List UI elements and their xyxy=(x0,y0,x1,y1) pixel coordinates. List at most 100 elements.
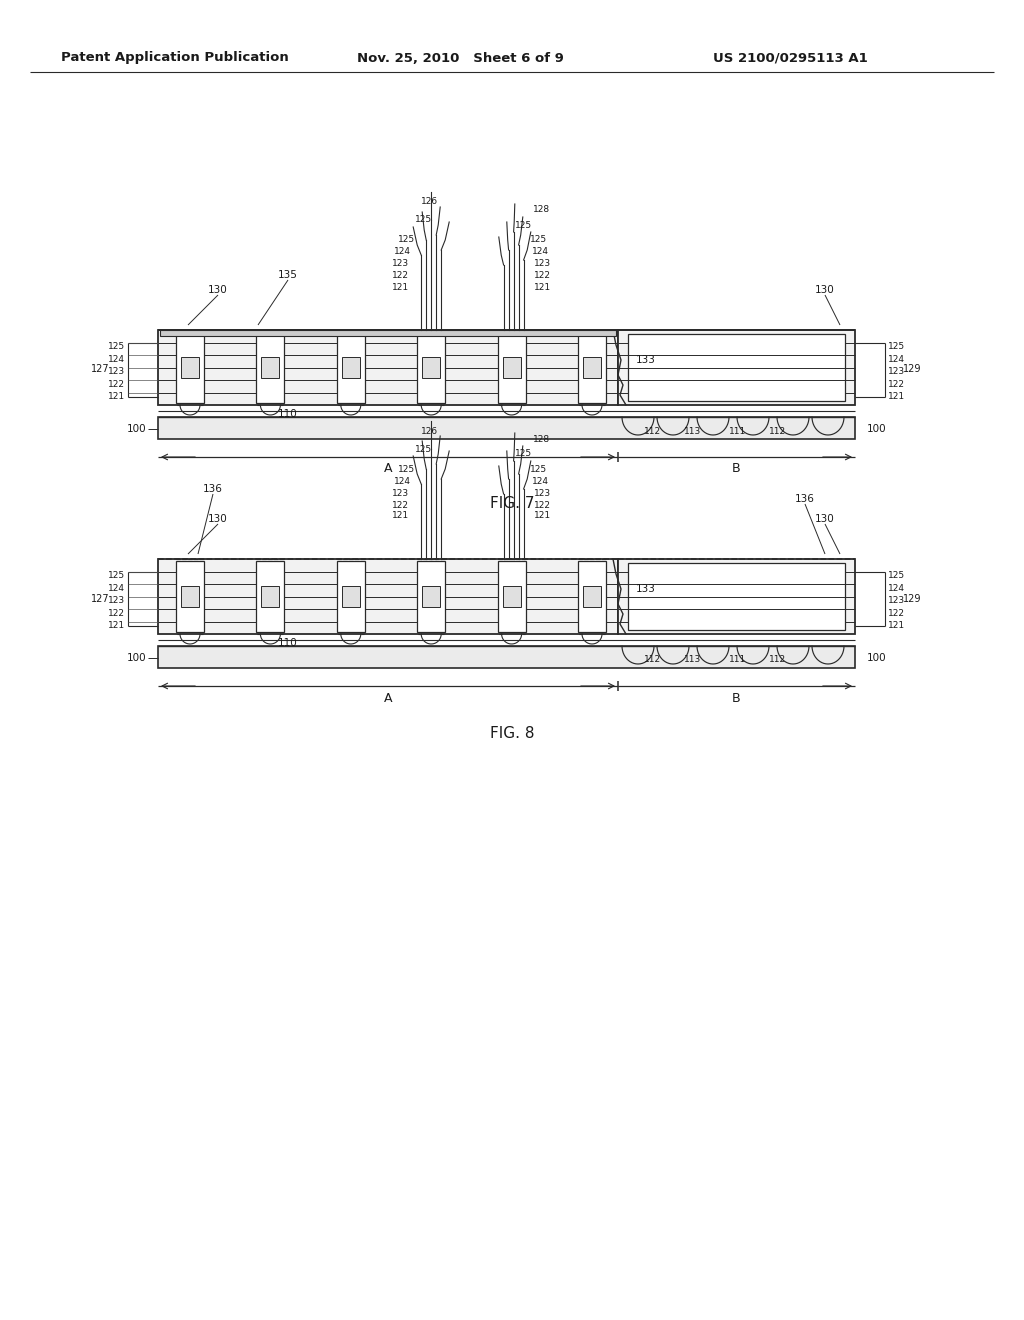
FancyBboxPatch shape xyxy=(628,334,845,401)
Text: 124: 124 xyxy=(888,583,905,593)
Text: 125: 125 xyxy=(515,220,532,230)
Text: 100: 100 xyxy=(867,424,887,434)
Text: 111: 111 xyxy=(729,426,746,436)
FancyBboxPatch shape xyxy=(261,586,280,607)
Text: 121: 121 xyxy=(534,282,551,292)
FancyBboxPatch shape xyxy=(618,330,855,405)
Text: 113: 113 xyxy=(684,426,701,436)
Text: 122: 122 xyxy=(108,380,125,389)
Text: 122: 122 xyxy=(534,272,551,281)
Text: FIG. 8: FIG. 8 xyxy=(489,726,535,741)
FancyBboxPatch shape xyxy=(422,586,440,607)
Text: 136: 136 xyxy=(795,494,815,504)
Text: 136: 136 xyxy=(203,484,223,494)
Text: 122: 122 xyxy=(534,500,551,510)
Text: 100: 100 xyxy=(867,653,887,663)
Text: 123: 123 xyxy=(108,367,125,376)
Text: 124: 124 xyxy=(394,248,412,256)
Text: 123: 123 xyxy=(888,367,905,376)
Text: 130: 130 xyxy=(815,285,835,294)
Text: 129: 129 xyxy=(903,594,922,603)
Text: 121: 121 xyxy=(888,392,905,401)
Text: 125: 125 xyxy=(398,235,415,244)
Text: 121: 121 xyxy=(108,392,125,401)
Text: 127: 127 xyxy=(91,364,110,375)
Text: Nov. 25, 2010   Sheet 6 of 9: Nov. 25, 2010 Sheet 6 of 9 xyxy=(356,51,563,65)
Text: 126: 126 xyxy=(421,198,438,206)
Text: 112: 112 xyxy=(644,426,662,436)
FancyBboxPatch shape xyxy=(256,561,285,632)
FancyBboxPatch shape xyxy=(422,356,440,378)
FancyBboxPatch shape xyxy=(342,356,359,378)
FancyBboxPatch shape xyxy=(503,356,520,378)
Text: 124: 124 xyxy=(108,583,125,593)
FancyBboxPatch shape xyxy=(583,356,601,378)
Text: 125: 125 xyxy=(108,342,125,351)
Text: 111: 111 xyxy=(729,656,746,664)
Text: 122: 122 xyxy=(392,272,410,281)
Text: US 2100/0295113 A1: US 2100/0295113 A1 xyxy=(713,51,867,65)
FancyBboxPatch shape xyxy=(503,586,520,607)
Text: 122: 122 xyxy=(108,609,125,618)
FancyBboxPatch shape xyxy=(160,330,616,337)
Text: 135: 135 xyxy=(279,271,298,280)
FancyBboxPatch shape xyxy=(181,586,199,607)
Text: B: B xyxy=(732,462,740,475)
Text: A: A xyxy=(384,462,392,475)
Text: 125: 125 xyxy=(398,465,415,474)
FancyBboxPatch shape xyxy=(417,333,445,403)
Text: A: A xyxy=(384,692,392,705)
FancyBboxPatch shape xyxy=(498,333,525,403)
FancyBboxPatch shape xyxy=(618,558,855,634)
FancyBboxPatch shape xyxy=(583,586,601,607)
Text: 112: 112 xyxy=(769,426,786,436)
Text: 121: 121 xyxy=(392,511,410,520)
Text: 123: 123 xyxy=(392,260,410,268)
FancyBboxPatch shape xyxy=(176,333,204,403)
Text: 112: 112 xyxy=(769,656,786,664)
FancyBboxPatch shape xyxy=(578,333,606,403)
Text: 112: 112 xyxy=(644,656,662,664)
FancyBboxPatch shape xyxy=(158,558,618,634)
Text: 128: 128 xyxy=(534,434,550,444)
Text: 123: 123 xyxy=(534,260,551,268)
FancyBboxPatch shape xyxy=(158,330,618,405)
Text: 124: 124 xyxy=(531,477,549,486)
Text: 128: 128 xyxy=(534,206,550,214)
Text: 125: 125 xyxy=(108,572,125,581)
Text: 133: 133 xyxy=(636,583,656,594)
Text: 130: 130 xyxy=(815,513,835,524)
Text: 129: 129 xyxy=(903,364,922,375)
FancyBboxPatch shape xyxy=(417,561,445,632)
Text: 127: 127 xyxy=(91,594,110,603)
Text: 125: 125 xyxy=(888,572,905,581)
Text: 100: 100 xyxy=(126,424,146,434)
Text: 125: 125 xyxy=(515,450,532,458)
Text: 126: 126 xyxy=(421,426,438,436)
FancyBboxPatch shape xyxy=(181,356,199,378)
FancyBboxPatch shape xyxy=(337,333,365,403)
Text: 123: 123 xyxy=(534,488,551,498)
Text: 130: 130 xyxy=(208,513,228,524)
FancyBboxPatch shape xyxy=(158,645,855,668)
Text: 122: 122 xyxy=(392,500,410,510)
Text: 130: 130 xyxy=(208,285,228,294)
Text: 124: 124 xyxy=(888,355,905,364)
FancyBboxPatch shape xyxy=(256,333,285,403)
Text: 125: 125 xyxy=(529,465,547,474)
Text: 121: 121 xyxy=(888,622,905,630)
Text: 110: 110 xyxy=(279,638,298,648)
FancyBboxPatch shape xyxy=(261,356,280,378)
FancyBboxPatch shape xyxy=(578,561,606,632)
Text: 123: 123 xyxy=(888,597,905,606)
Text: 110: 110 xyxy=(279,409,298,418)
Text: 125: 125 xyxy=(529,235,547,244)
Text: 123: 123 xyxy=(392,488,410,498)
Text: 133: 133 xyxy=(636,355,656,366)
Text: 124: 124 xyxy=(394,477,412,486)
FancyBboxPatch shape xyxy=(158,417,855,440)
Text: B: B xyxy=(732,692,740,705)
Text: 123: 123 xyxy=(108,597,125,606)
Text: FIG. 7: FIG. 7 xyxy=(489,496,535,511)
Text: 113: 113 xyxy=(684,656,701,664)
